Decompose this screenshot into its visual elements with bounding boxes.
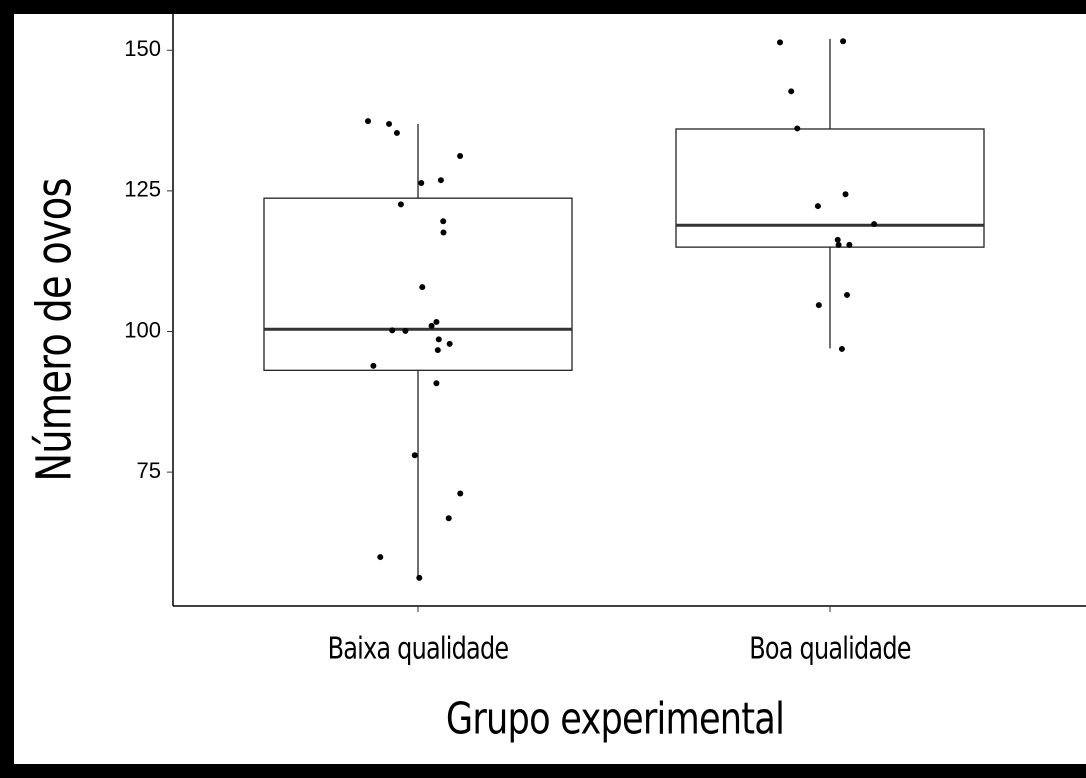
point (445, 515, 452, 522)
point (428, 322, 435, 329)
point (393, 129, 400, 136)
point (419, 284, 426, 291)
point (434, 347, 441, 354)
point (842, 191, 849, 198)
point (838, 345, 845, 352)
point (440, 218, 447, 225)
y-axis-label: Número de ovos (28, 178, 83, 481)
point (815, 302, 822, 309)
point (457, 490, 464, 497)
point (377, 554, 384, 561)
x-tick-label: Boa qualidade (749, 632, 911, 666)
y-tick-label: 150 (124, 36, 161, 61)
point (835, 241, 842, 248)
point (794, 125, 801, 132)
point (777, 39, 784, 46)
point (416, 574, 423, 581)
point (433, 318, 440, 325)
point (418, 180, 425, 186)
box (675, 128, 985, 248)
point (440, 229, 447, 236)
y-tick-label: 75 (137, 458, 161, 483)
x-tick-label: Baixa qualidade (328, 632, 509, 666)
x-axis-label: Grupo experimental (446, 694, 784, 745)
point (411, 452, 418, 459)
point (389, 327, 396, 334)
point (446, 340, 453, 347)
point (365, 118, 372, 125)
point (844, 291, 851, 298)
point (402, 327, 409, 334)
point (433, 380, 440, 387)
box (263, 197, 573, 371)
point (435, 336, 442, 343)
point (871, 221, 878, 228)
point (386, 120, 393, 127)
y-tick-label: 100 (124, 317, 161, 342)
point (370, 362, 377, 369)
point (814, 203, 821, 210)
point (846, 241, 853, 248)
point (437, 177, 444, 184)
point (834, 236, 841, 243)
point (788, 88, 795, 95)
plot-background (14, 14, 1086, 764)
point (457, 153, 464, 159)
y-tick-label: 125 (124, 177, 161, 202)
point (397, 201, 404, 208)
point (840, 38, 847, 45)
